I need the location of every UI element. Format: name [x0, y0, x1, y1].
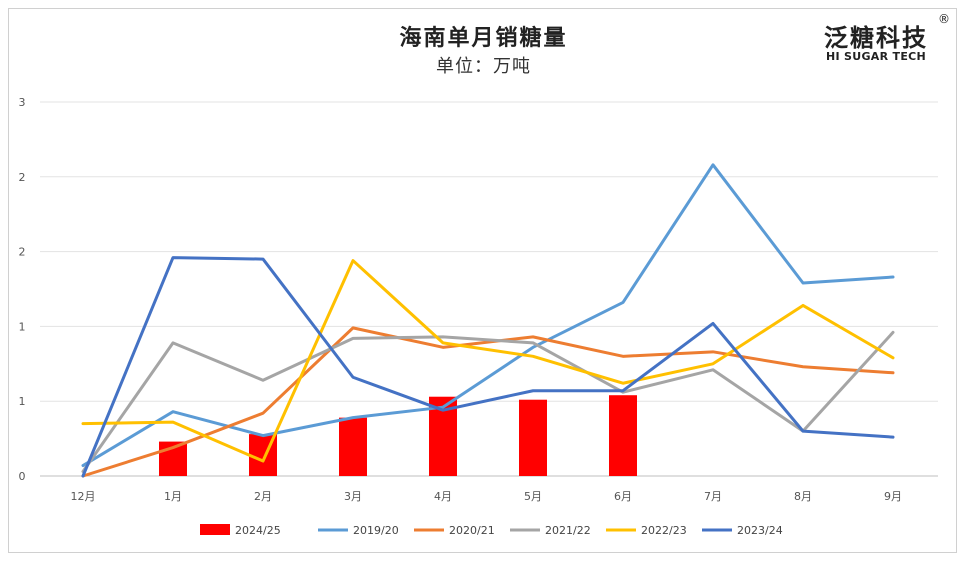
legend-label: 2023/24 [737, 524, 783, 537]
series-line [81, 256, 895, 478]
bar [519, 399, 547, 476]
y-tick-label: 1 [19, 395, 26, 408]
y-tick-labels: 0 1 1 2 2 3 [19, 96, 26, 483]
legend-label: 2020/21 [449, 524, 495, 537]
legend-label: 2021/22 [545, 524, 591, 537]
legend-item: 2022/23 [606, 524, 687, 537]
brand-logo-cn: 泛糖科技 [824, 24, 928, 52]
legend: 2024/25 2019/20 2020/21 2021/22 2022/23 2023/… [200, 524, 783, 537]
x-tick-label: 3月 [344, 490, 362, 503]
y-tick-label: 0 [19, 470, 26, 483]
series-line [81, 326, 895, 478]
y-tick-label: 2 [19, 171, 26, 184]
legend-swatch [200, 524, 230, 535]
chart-title: 海南单月销糖量 [399, 25, 568, 51]
legend-item: 2019/20 [318, 524, 399, 537]
series-line [81, 330, 895, 474]
chart-subtitle: 单位：万吨 [436, 56, 531, 77]
brand-logo-en: HI SUGAR TECH [826, 50, 927, 63]
registered-mark: ® [938, 12, 950, 26]
series-line [81, 163, 895, 468]
y-tick-label: 3 [19, 96, 26, 109]
gridlines [40, 101, 938, 477]
x-tick-label: 9月 [884, 490, 902, 503]
legend-item: 2020/21 [414, 524, 495, 537]
x-tick-labels: 12月 1月 2月 3月 4月 5月 6月 7月 8月 9月 [71, 490, 903, 503]
x-tick-label: 7月 [704, 490, 722, 503]
legend-item: 2023/24 [702, 524, 783, 537]
y-tick-label: 2 [19, 246, 26, 259]
x-tick-label: 6月 [614, 490, 632, 503]
x-tick-label: 1月 [164, 490, 182, 503]
x-tick-label: 4月 [434, 490, 452, 503]
legend-label: 2022/23 [641, 524, 687, 537]
bar-series [159, 395, 637, 476]
legend-item: 2021/22 [510, 524, 591, 537]
legend-label: 2019/20 [353, 524, 399, 537]
x-tick-label: 2月 [254, 490, 272, 503]
legend-item: 2024/25 [200, 524, 281, 537]
y-tick-label: 1 [19, 320, 26, 333]
bar [609, 395, 637, 476]
x-tick-label: 12月 [71, 490, 96, 503]
legend-label: 2024/25 [235, 524, 281, 537]
bar [339, 417, 367, 476]
x-tick-label: 5月 [524, 490, 542, 503]
line-series [81, 163, 895, 478]
x-tick-label: 8月 [794, 490, 812, 503]
series-line [81, 259, 895, 463]
